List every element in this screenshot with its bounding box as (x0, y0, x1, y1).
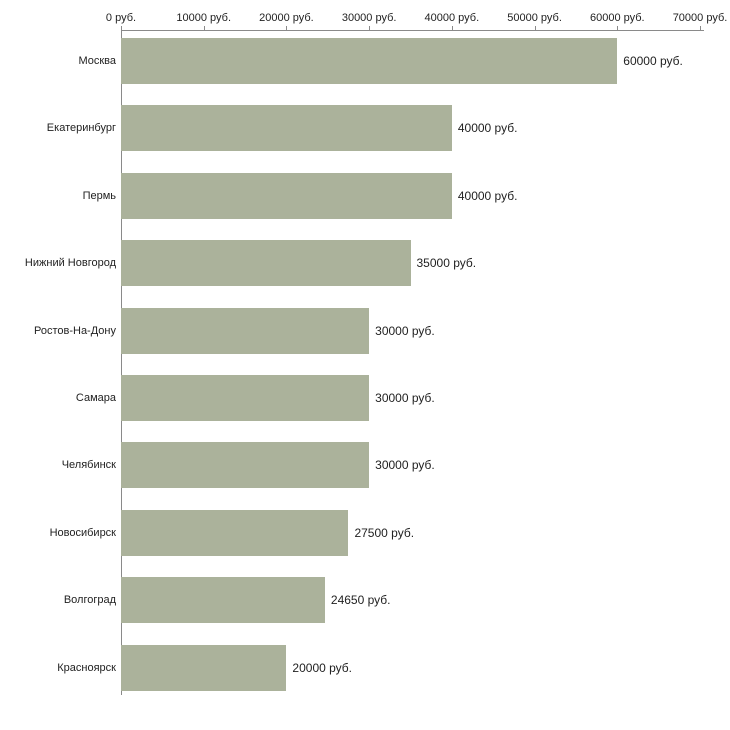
x-tick-label: 20000 руб. (259, 12, 314, 24)
x-tick-mark (534, 26, 536, 30)
x-tick-mark (700, 26, 701, 30)
category-label: Нижний Новгород (24, 257, 116, 270)
bar (121, 172, 452, 219)
x-tick-mark (451, 26, 453, 30)
value-label: 30000 руб. (375, 458, 435, 473)
x-axis-line (121, 30, 704, 31)
category-label: Москва (78, 55, 116, 67)
x-tick-label: 0 руб. (105, 12, 137, 24)
bar (121, 577, 325, 624)
category-label: Ростов-На-Дону (33, 324, 116, 337)
x-tick-mark (121, 26, 122, 30)
x-tick-mark (369, 26, 371, 30)
x-tick-label: 30000 руб. (341, 12, 397, 24)
x-tick-mark (617, 26, 619, 30)
x-tick-label: 40000 руб. (424, 12, 480, 24)
category-label: Самара (75, 392, 116, 404)
x-tick-mark (286, 26, 288, 30)
bar (121, 105, 452, 152)
value-label: 40000 руб. (457, 188, 518, 203)
value-label: 40000 руб. (457, 121, 518, 136)
bar (121, 509, 349, 556)
category-label: Красноярск (57, 661, 116, 674)
x-tick-mark (203, 26, 205, 30)
bar (121, 375, 370, 421)
bar (121, 307, 370, 354)
y-axis-line (121, 30, 122, 695)
bar (121, 442, 370, 489)
value-label: 30000 руб. (375, 323, 435, 338)
value-label: 35000 руб. (416, 256, 477, 271)
category-label: Пермь (82, 189, 116, 202)
value-label: 27500 руб. (354, 525, 415, 540)
category-label: Новосибирск (49, 526, 116, 539)
bar (121, 240, 411, 287)
x-tick-label: 50000 руб. (507, 12, 562, 24)
x-tick-label: 10000 руб. (176, 12, 232, 24)
bar (121, 38, 618, 84)
value-label: 20000 руб. (292, 660, 353, 675)
x-tick-label: 60000 руб. (589, 12, 645, 24)
bar (121, 644, 287, 691)
value-label: 60000 руб. (623, 54, 683, 68)
category-label: Екатеринбург (46, 122, 116, 135)
value-label: 30000 руб. (375, 391, 435, 405)
category-label: Челябинск (61, 459, 116, 472)
value-label: 24650 руб. (330, 593, 391, 608)
category-label: Волгоград (63, 594, 116, 607)
x-tick-label: 70000 руб. (672, 12, 728, 24)
